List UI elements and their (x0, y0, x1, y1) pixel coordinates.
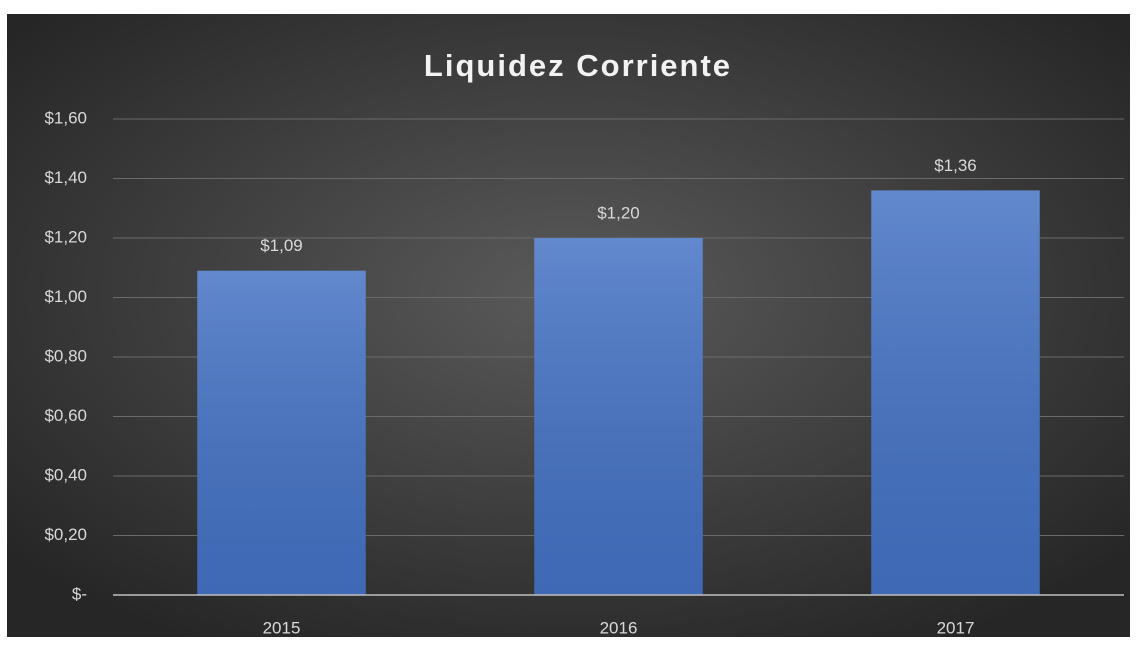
data-label: $1,09 (260, 236, 303, 255)
y-tick-label: $1,40 (44, 168, 87, 187)
data-label: $1,36 (934, 156, 977, 175)
y-tick-label: $1,60 (44, 108, 87, 127)
y-tick-label: $1,00 (44, 287, 87, 306)
bar-sheen (197, 270, 366, 595)
y-tick-label: $0,60 (44, 406, 87, 425)
x-tick-label: 2015 (263, 618, 301, 637)
y-tick-label: $1,20 (44, 227, 87, 246)
x-tick-label: 2017 (937, 618, 975, 637)
bar-sheen (871, 190, 1040, 595)
y-tick-label: $0,20 (44, 525, 87, 544)
y-tick-label: $0,40 (44, 465, 87, 484)
x-tick-label: 2016 (600, 618, 638, 637)
y-tick-label: $0,80 (44, 346, 87, 365)
bar-sheen (534, 238, 703, 595)
chart-title: Liquidez Corriente (424, 48, 732, 83)
data-label: $1,20 (597, 203, 640, 222)
y-tick-label: $- (72, 584, 87, 603)
